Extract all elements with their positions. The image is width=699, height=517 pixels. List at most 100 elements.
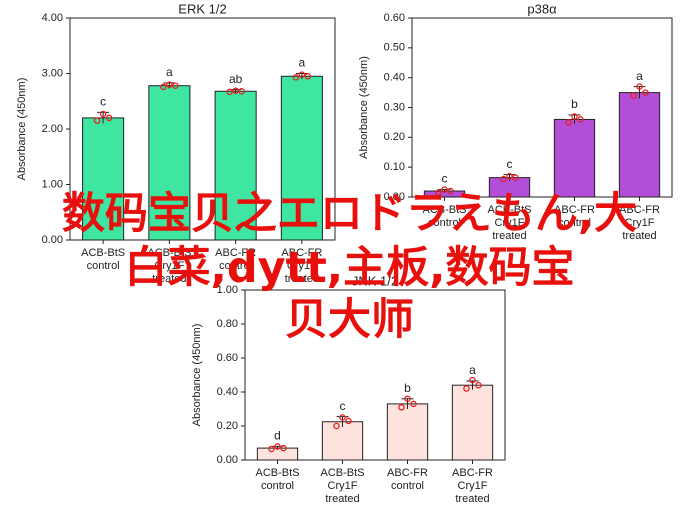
- x-tick-label: ABC-FR: [554, 204, 595, 216]
- x-tick-label: control: [261, 480, 294, 492]
- y-tick-label: 1.00: [42, 178, 63, 190]
- data-point: [298, 71, 306, 78]
- x-tick-label: treated: [285, 273, 319, 285]
- data-point: [274, 443, 281, 450]
- y-tick-label: 0.00: [217, 454, 238, 466]
- data-point: [475, 381, 482, 389]
- x-tick-label: control: [219, 260, 252, 272]
- x-tick-label: ABC-FR: [387, 467, 428, 479]
- x-tick-label: Cry1F: [154, 260, 184, 272]
- data-point: [345, 417, 352, 425]
- y-axis-label: Absorbance (450nm): [191, 324, 203, 427]
- chart-title: p38α: [527, 1, 557, 16]
- x-tick-label: control: [428, 217, 461, 229]
- data-point: [339, 414, 346, 421]
- data-point: [577, 116, 584, 123]
- bar: [214, 90, 257, 241]
- y-tick-label: 0.10: [384, 161, 405, 173]
- data-point: [500, 175, 507, 183]
- significance-letter: a: [166, 65, 173, 79]
- x-tick-label: ACB-BtS: [487, 204, 531, 216]
- x-tick-label: ACB-BtS: [81, 247, 125, 259]
- chart-title: ERK 1/2: [178, 1, 226, 16]
- bar: [82, 117, 125, 241]
- x-tick-label: control: [391, 480, 424, 492]
- data-point: [506, 172, 513, 180]
- x-tick-label: Cry1F: [328, 480, 358, 492]
- plot-frame: [244, 289, 506, 461]
- significance-letter: c: [442, 172, 448, 186]
- significance-letter: d: [274, 429, 281, 443]
- data-point: [238, 88, 245, 95]
- data-point: [292, 74, 300, 81]
- x-tick-label: control: [87, 260, 120, 272]
- x-tick-label: Cry1F: [458, 480, 488, 492]
- overlay-line: 贝大师: [285, 295, 414, 345]
- data-point: [226, 88, 233, 96]
- y-tick-label: 4.00: [42, 12, 63, 24]
- overlay-line: 白菜,dytt,主板,数码宝: [124, 243, 575, 293]
- x-tick-label: ACB-BtS: [422, 204, 466, 216]
- data-point: [571, 113, 578, 120]
- data-point: [642, 89, 649, 96]
- significance-letter: a: [299, 56, 306, 70]
- significance-letter: a: [469, 363, 476, 377]
- x-tick-label: ACB-BtS: [320, 467, 364, 479]
- data-point: [441, 186, 448, 193]
- y-tick-label: 0.40: [384, 72, 405, 84]
- significance-letter: c: [507, 157, 513, 171]
- x-tick-label: treated: [152, 273, 186, 285]
- plot-frame: [411, 17, 673, 198]
- y-tick-label: 0.00: [42, 234, 63, 246]
- significance-letter: a: [636, 69, 643, 83]
- plot-frame: [69, 17, 336, 241]
- data-point: [404, 395, 411, 403]
- y-tick-label: 0.40: [217, 386, 238, 398]
- data-point: [463, 385, 470, 392]
- x-tick-label: treated: [455, 493, 489, 505]
- x-tick-label: control: [558, 217, 591, 229]
- y-tick-label: 0.00: [384, 191, 405, 203]
- y-tick-label: 0.30: [384, 101, 405, 113]
- x-tick-label: ABC-FR: [452, 467, 493, 479]
- significance-letter: b: [404, 381, 411, 395]
- data-point: [435, 189, 442, 196]
- bar: [618, 92, 661, 198]
- data-point: [280, 444, 287, 452]
- data-point: [512, 174, 519, 181]
- data-point: [565, 119, 572, 126]
- x-tick-label: treated: [325, 493, 359, 505]
- significance-letter: ab: [229, 72, 243, 86]
- y-tick-label: 2.00: [42, 123, 63, 135]
- data-point: [99, 110, 107, 118]
- data-point: [172, 82, 179, 89]
- significance-letter: c: [340, 399, 346, 413]
- y-tick-label: 1.00: [217, 284, 238, 296]
- bar: [321, 421, 364, 461]
- data-point: [232, 87, 239, 94]
- data-point: [636, 83, 643, 90]
- data-point: [630, 92, 637, 99]
- bar: [553, 118, 596, 198]
- x-tick-label: ACB-BtS: [147, 247, 191, 259]
- x-tick-label: Cry1F: [625, 217, 655, 229]
- x-tick-label: ACB-BtS: [255, 467, 299, 479]
- chart-title: JNK 1/2: [352, 273, 398, 288]
- data-point: [105, 114, 113, 122]
- bar: [148, 85, 191, 241]
- y-axis-label: Absorbance (450nm): [16, 78, 28, 181]
- data-point: [398, 404, 405, 411]
- x-tick-label: Cry1F: [495, 217, 525, 229]
- data-point: [160, 83, 167, 91]
- data-point: [333, 422, 340, 430]
- data-point: [469, 376, 476, 384]
- bar: [280, 75, 323, 241]
- y-tick-label: 3.00: [42, 67, 63, 79]
- data-point: [268, 445, 275, 453]
- significance-letter: c: [100, 95, 106, 109]
- x-tick-label: Cry1F: [287, 260, 317, 272]
- x-tick-label: treated: [492, 230, 526, 242]
- y-axis-label: Absorbance (450nm): [358, 56, 370, 159]
- y-tick-label: 0.80: [217, 318, 238, 330]
